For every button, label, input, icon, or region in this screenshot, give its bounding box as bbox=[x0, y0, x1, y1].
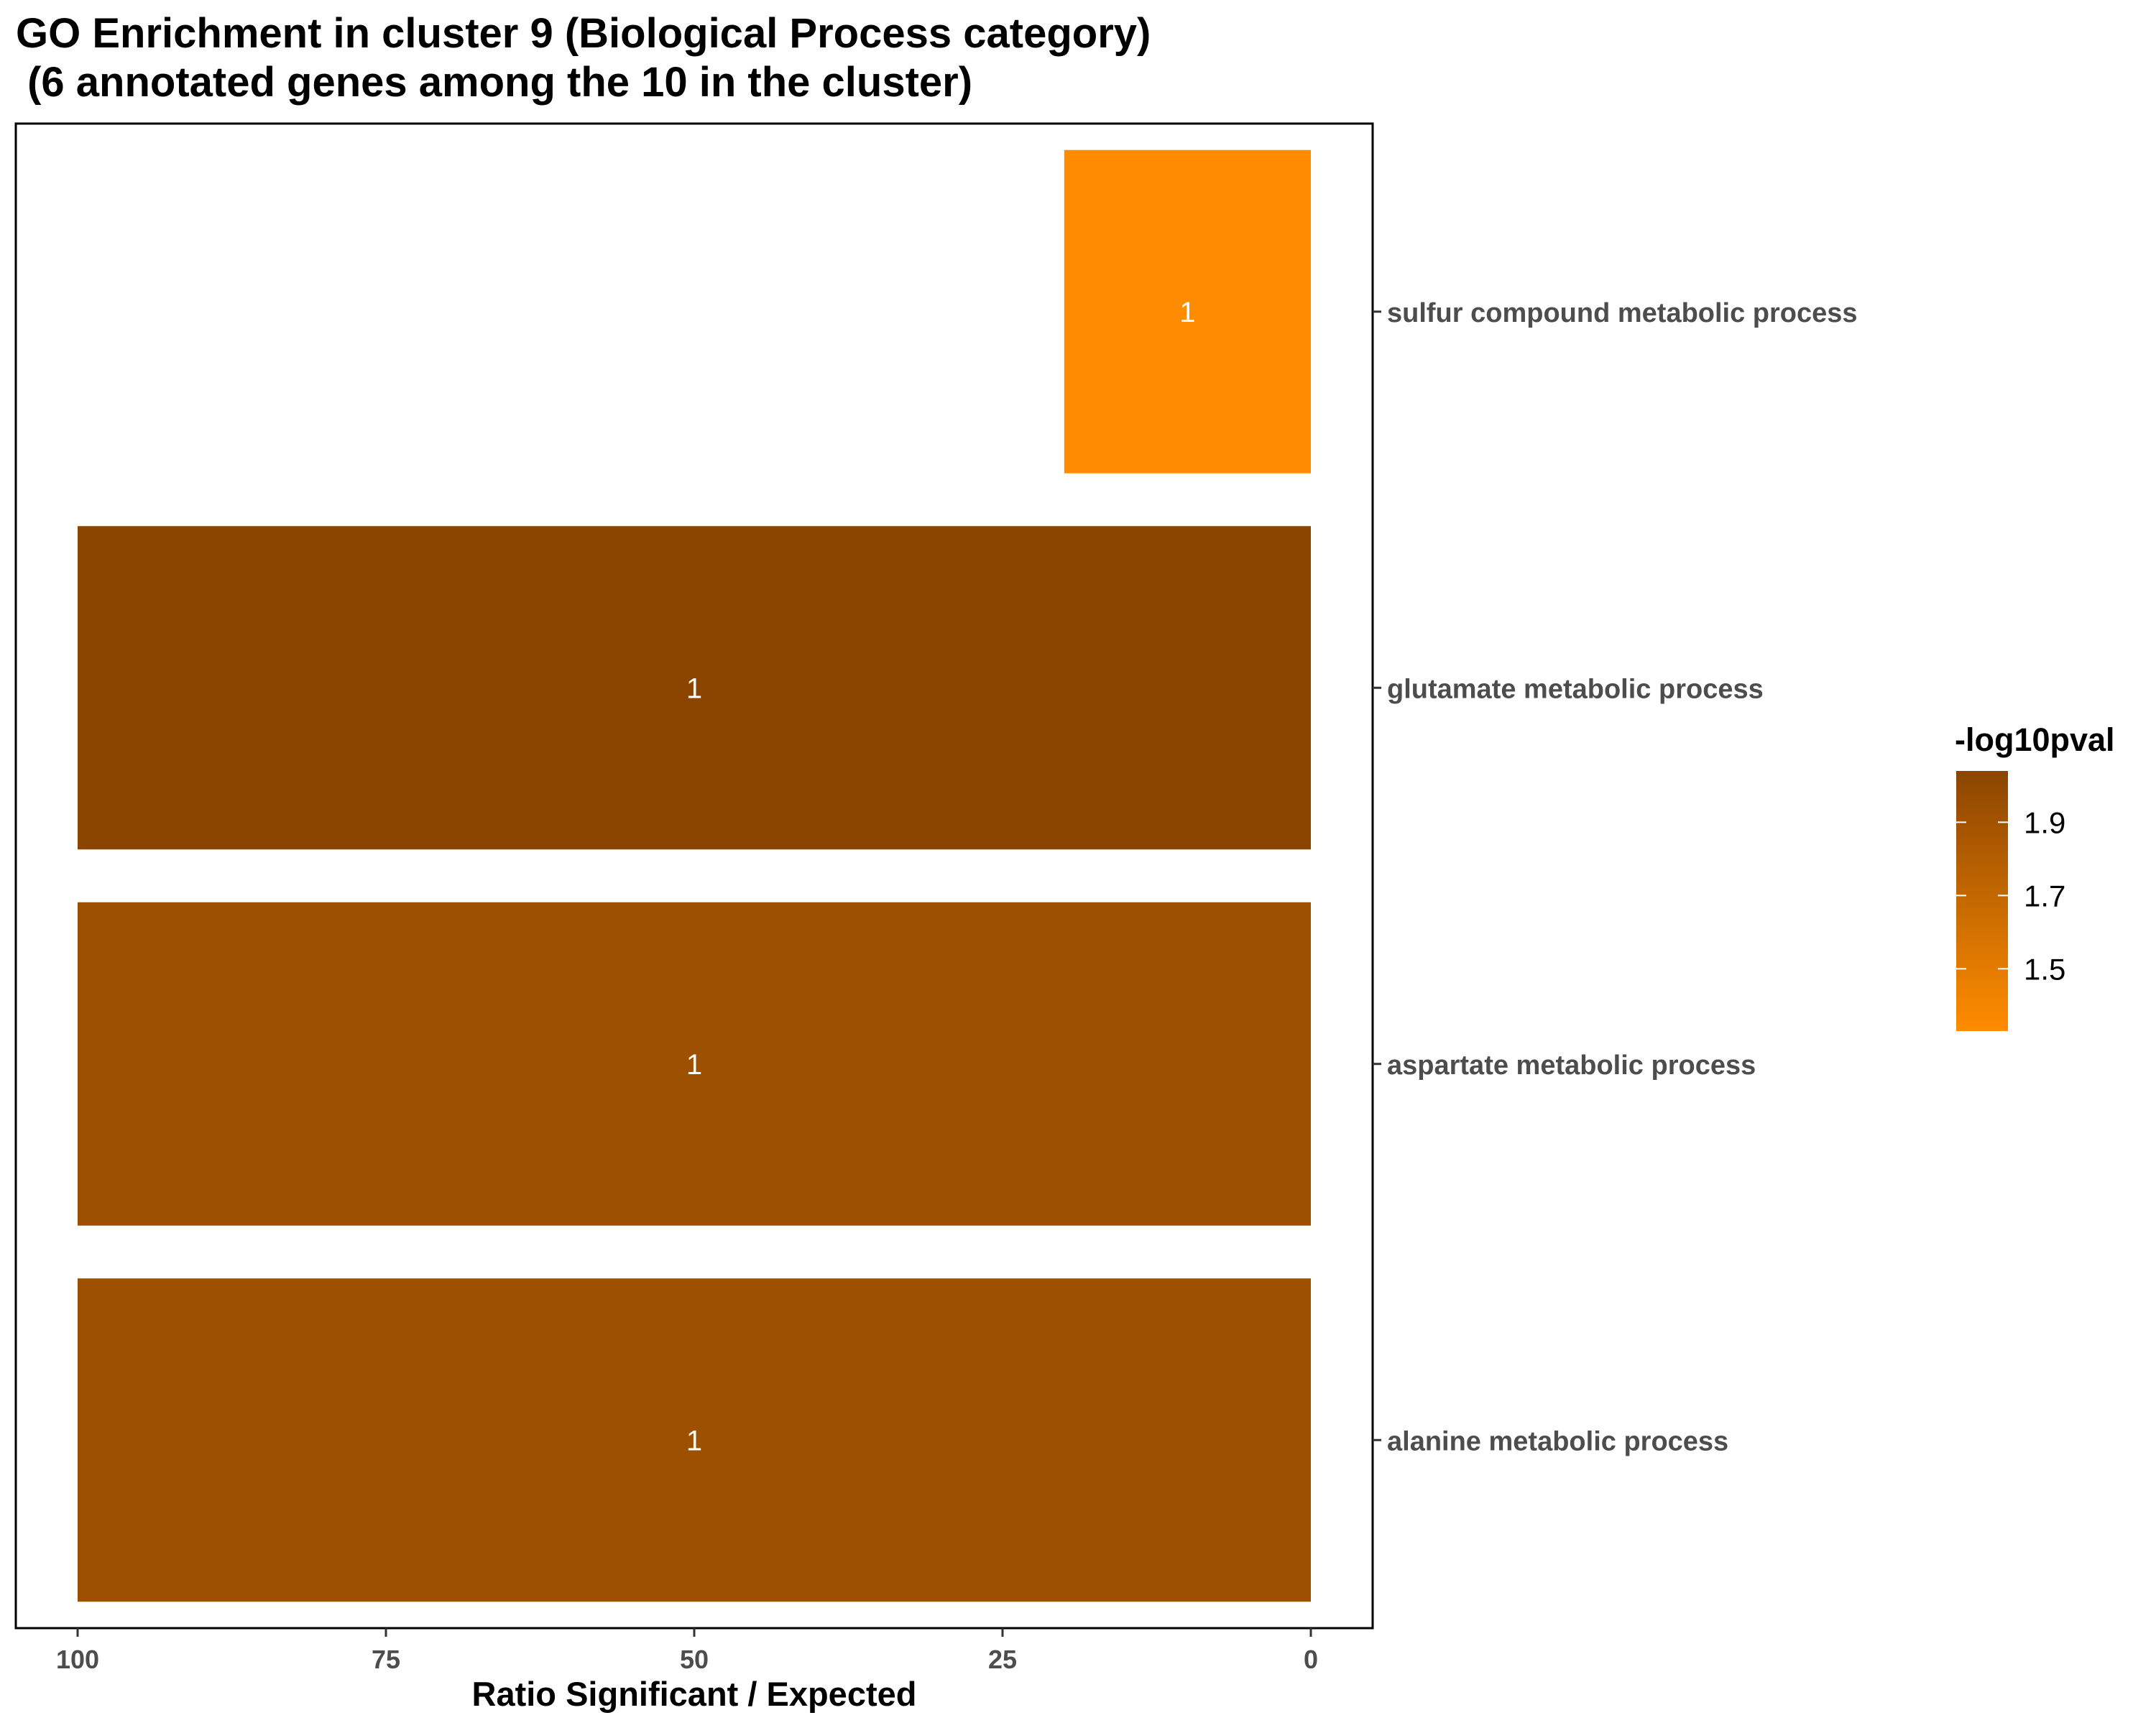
bar bbox=[1064, 149, 1311, 473]
y-tick-label: alanine metabolic process bbox=[1387, 1426, 1728, 1456]
chart-subtitle: (6 annotated genes among the 10 in the c… bbox=[16, 59, 972, 106]
bar-label: 1 bbox=[1179, 297, 1195, 328]
x-tick-label: 75 bbox=[372, 1645, 400, 1674]
x-tick-label: 50 bbox=[680, 1645, 709, 1674]
legend-colorbar bbox=[1956, 771, 2008, 1031]
x-tick-label: 0 bbox=[1304, 1645, 1318, 1674]
x-axis-label: Ratio Significant / Expected bbox=[472, 1675, 917, 1713]
y-axis: sulfur compound metabolic process glutama… bbox=[1373, 298, 1858, 1456]
y-tick-label: aspartate metabolic process bbox=[1387, 1050, 1756, 1081]
bar-label: 1 bbox=[686, 1425, 702, 1456]
legend-tick-label: 1.5 bbox=[2024, 952, 2065, 986]
bars-layer: 1 1 1 1 bbox=[78, 149, 1311, 1602]
legend-tick-label: 1.7 bbox=[2024, 879, 2065, 912]
x-axis: 100 75 50 25 0 bbox=[56, 1628, 1318, 1674]
legend-title: -log10pval bbox=[1955, 721, 2115, 758]
bar bbox=[78, 526, 1311, 850]
bar bbox=[78, 902, 1311, 1226]
legend-tick-label: 1.9 bbox=[2024, 805, 2065, 839]
chart-title: GO Enrichment in cluster 9 (Biological P… bbox=[16, 10, 1151, 57]
bar-label: 1 bbox=[686, 1049, 702, 1081]
x-tick-label: 100 bbox=[56, 1645, 99, 1674]
legend-ticks: 1.9 1.7 1.5 bbox=[1956, 805, 2065, 986]
color-legend: -log10pval 1.9 1.7 1.5 bbox=[1955, 721, 2115, 1031]
x-tick-label: 25 bbox=[988, 1645, 1017, 1674]
bar-label: 1 bbox=[686, 673, 702, 704]
y-tick-label: glutamate metabolic process bbox=[1387, 674, 1764, 704]
bar bbox=[78, 1278, 1311, 1602]
y-tick-label: sulfur compound metabolic process bbox=[1387, 298, 1858, 328]
